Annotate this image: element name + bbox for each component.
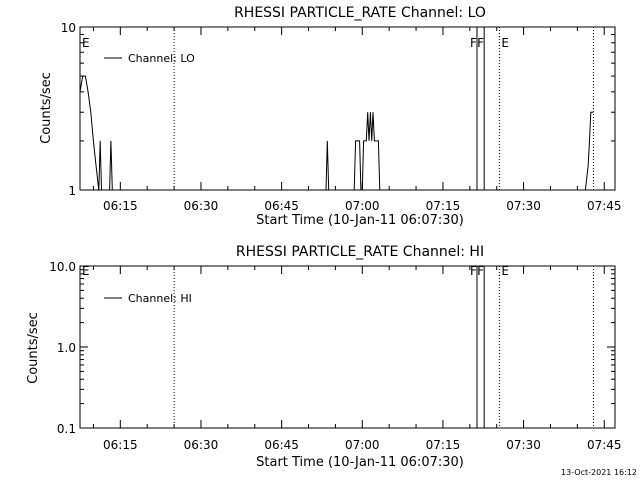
annotation-label: F	[470, 264, 477, 278]
x-tick-label: 06:15	[103, 438, 138, 452]
annotation-label: E	[501, 36, 509, 50]
series-segment	[353, 140, 362, 191]
series-segment	[361, 112, 381, 191]
panel-lo-frame	[79, 26, 616, 191]
x-tick-label: 06:30	[184, 438, 219, 452]
annotation-label: E	[82, 264, 90, 278]
panel-hi-ticks: 06:15 06:30 06:45 07:00 07:15 07:30 07:45 0.1 1.…	[49, 260, 621, 452]
panel-lo: RHESSI PARTICLE_RATE Channel: LO Start T…	[39, 5, 622, 228]
x-tick-label: 06:45	[264, 438, 299, 452]
panel-lo-ylabel: Counts/sec	[39, 72, 54, 144]
x-tick-label: 06:15	[103, 199, 138, 213]
y-tick-label: 1	[68, 184, 76, 198]
y-tick-label: 10	[61, 21, 76, 35]
x-tick-label: 07:45	[587, 438, 622, 452]
annotation-label: E	[501, 264, 509, 278]
series-segment	[584, 111, 594, 191]
x-tick-label: 06:45	[264, 199, 299, 213]
annotation-label: F	[470, 36, 477, 50]
panel-hi-xlabel: Start Time (10-Jan-11 06:07:30)	[256, 455, 464, 470]
x-tick-label: 07:45	[587, 199, 622, 213]
y-tick-label: 0.1	[57, 422, 76, 436]
x-tick-label: 06:30	[184, 199, 219, 213]
annotation-label: F	[477, 36, 484, 50]
panel-hi: RHESSI PARTICLE_RATE Channel: HI Start T…	[26, 244, 622, 470]
panel-hi-title: RHESSI PARTICLE_RATE Channel: HI	[236, 244, 484, 260]
panel-lo-series	[79, 75, 594, 191]
footer-timestamp: 13-Oct-2021 16:12	[561, 468, 637, 477]
annotation-label: F	[477, 264, 484, 278]
series-segment	[325, 140, 330, 191]
series-segment	[98, 140, 102, 191]
panel-lo-title: RHESSI PARTICLE_RATE Channel: LO	[234, 5, 486, 21]
panel-hi-ylabel: Counts/sec	[26, 312, 41, 384]
legend-label-lo: Channel: LO	[128, 52, 195, 65]
x-tick-label: 07:00	[345, 438, 380, 452]
panel-lo-xlabel: Start Time (10-Jan-11 06:07:30)	[256, 213, 464, 228]
series-segment	[79, 75, 100, 191]
x-tick-label: 07:00	[345, 199, 380, 213]
x-tick-label: 07:15	[426, 199, 461, 213]
x-tick-label: 07:30	[506, 199, 541, 213]
y-tick-label: 10.0	[49, 260, 76, 274]
panel-lo-legend: Channel: LO	[104, 52, 195, 65]
panel-hi-legend: Channel: HI	[104, 292, 192, 305]
annotation-label: E	[82, 36, 90, 50]
panel-lo-ticks: 06:15 06:30 06:45 07:00 07:15 07:30 07:45 1 10	[61, 21, 622, 213]
x-tick-label: 07:15	[426, 438, 461, 452]
series-segment	[109, 140, 113, 191]
x-tick-label: 07:30	[506, 438, 541, 452]
legend-label-hi: Channel: HI	[128, 292, 192, 305]
y-tick-label: 1.0	[57, 341, 76, 355]
panel-hi-frame	[79, 265, 616, 429]
